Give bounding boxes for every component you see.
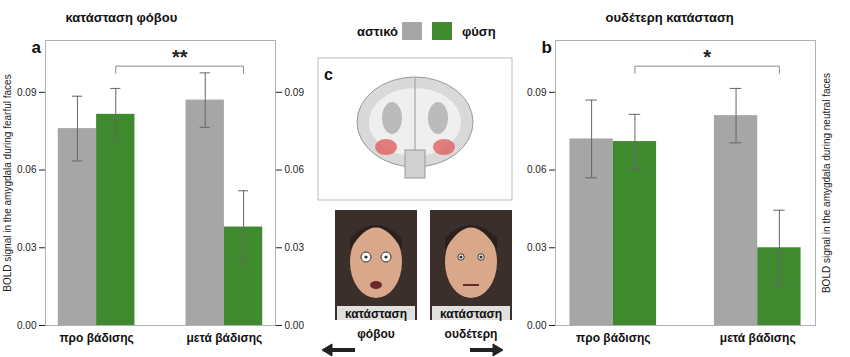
svg-text:0.09: 0.09 — [285, 87, 305, 98]
svg-text:**: ** — [172, 46, 188, 68]
svg-text:0.00: 0.00 — [285, 320, 305, 331]
svg-text:0.00: 0.00 — [527, 320, 547, 331]
svg-text:BOLD signal in the amygdala du: BOLD signal in the amygdala during neutr… — [821, 73, 832, 293]
svg-text:κατάσταση: κατάσταση — [345, 307, 407, 321]
svg-text:ουδέτερη: ουδέτερη — [445, 327, 498, 341]
svg-text:μετά βάδισης: μετά βάδισης — [720, 331, 796, 345]
svg-text:0.06: 0.06 — [527, 164, 547, 175]
svg-text:0.06: 0.06 — [285, 164, 305, 175]
svg-text:φύση: φύση — [462, 24, 496, 39]
svg-text:0.09: 0.09 — [527, 87, 547, 98]
svg-text:προ βάδισης: προ βάδισης — [576, 331, 650, 345]
svg-text:κατάσταση: κατάσταση — [440, 307, 502, 321]
svg-text:b: b — [542, 38, 552, 57]
svg-text:κατάσταση φόβου: κατάσταση φόβου — [66, 10, 178, 25]
svg-text:*: * — [703, 46, 711, 68]
svg-text:BOLD signal in the amygdala du: BOLD signal in the amygdala during fearf… — [2, 74, 13, 291]
svg-text:0.09: 0.09 — [17, 87, 37, 98]
svg-text:a: a — [32, 38, 42, 57]
svg-text:0.03: 0.03 — [285, 242, 305, 253]
svg-text:0.00: 0.00 — [17, 320, 37, 331]
svg-text:φόβου: φόβου — [357, 327, 395, 341]
svg-text:ουδέτερη κατάσταση: ουδέτερη κατάσταση — [606, 10, 734, 25]
svg-text:c: c — [324, 66, 333, 83]
svg-text:προ βάδισης: προ βάδισης — [59, 331, 133, 345]
svg-text:μετά βάδισης: μετά βάδισης — [186, 331, 262, 345]
svg-text:0.06: 0.06 — [17, 164, 37, 175]
svg-text:0.03: 0.03 — [527, 242, 547, 253]
svg-text:αστικό: αστικό — [357, 24, 398, 39]
svg-text:0.03: 0.03 — [17, 242, 37, 253]
